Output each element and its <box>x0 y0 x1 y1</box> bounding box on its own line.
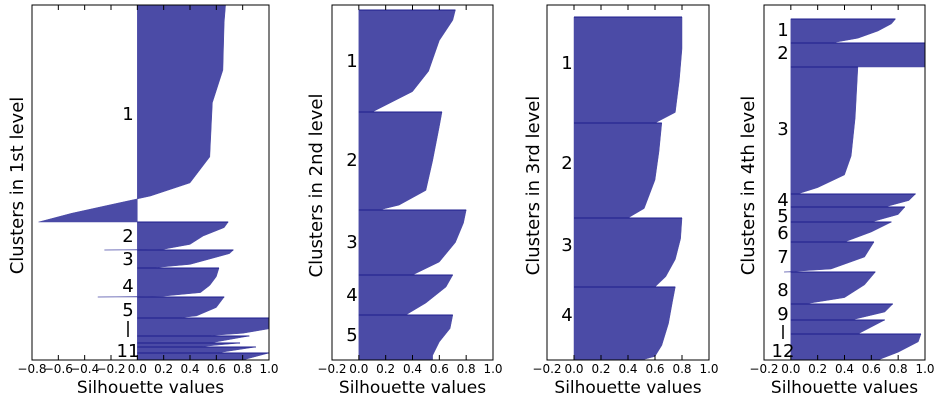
x-tick-label: 0.0 <box>781 362 800 376</box>
cluster-label: 4 <box>561 305 572 326</box>
x-tick-label: 0.6 <box>862 362 881 376</box>
y-axis-label: Clusters in 1st level <box>7 97 28 275</box>
x-tick-label: 0.4 <box>618 362 637 376</box>
x-tick-label: 0.2 <box>154 362 173 376</box>
cluster-label: 1 <box>561 53 572 74</box>
chart-panel-2: 1 2 3 4 5 −0.2 0.0 0.2 0.4 0.6 0.8 1.0 Silhouette va… <box>306 4 503 398</box>
cluster-label: 1 <box>346 51 357 72</box>
cluster-3-silhouette <box>573 217 683 288</box>
x-tick-label: 0.0 <box>128 362 147 376</box>
cluster-label: 3 <box>346 232 357 253</box>
x-tick-label: −0.4 <box>70 362 99 376</box>
x-tick-label: 0.4 <box>180 362 199 376</box>
cluster-label: 4 <box>122 276 133 297</box>
x-tick-label: 0.4 <box>403 362 422 376</box>
cluster-label: 3 <box>561 235 572 256</box>
cluster-label: 5 <box>346 325 357 346</box>
x-tick-label: 0.2 <box>591 362 610 376</box>
x-tick-label: −0.2 <box>96 362 125 376</box>
x-axis-label: Silhouette values <box>771 378 918 398</box>
cluster-label: 5 <box>777 206 788 227</box>
y-axis-label: Clusters in 2nd level <box>306 94 327 278</box>
x-tick-label: 0.0 <box>564 362 583 376</box>
cluster-label: 1 <box>122 104 133 125</box>
cluster-2-silhouette <box>790 42 926 68</box>
x-tick-label: −0.2 <box>317 362 346 376</box>
x-tick-label: 0.0 <box>349 362 368 376</box>
cluster-label: 4 <box>777 190 788 211</box>
x-axis-label: Silhouette values <box>339 378 486 398</box>
x-tick-label: −0.2 <box>532 362 561 376</box>
x-tick-label: −0.2 <box>749 362 778 376</box>
cluster-1-silhouette <box>38 4 226 223</box>
x-tick-label: 0.8 <box>672 362 691 376</box>
x-tick-label: 1.0 <box>259 362 278 376</box>
x-tick-label: 1.0 <box>915 362 934 376</box>
y-axis-label: Clusters in 3rd level <box>523 96 544 276</box>
chart-panel-3: 1 2 3 4 −0.2 0.0 0.2 0.4 0.6 0.8 1.0 Silhouette val… <box>523 4 719 398</box>
cluster-2-silhouette <box>104 221 229 251</box>
x-tick-label: 0.8 <box>233 362 252 376</box>
x-axis-label: Silhouette values <box>554 378 701 398</box>
y-axis-label: Clusters in 4th level <box>738 96 759 276</box>
cluster-label: 3 <box>122 249 133 270</box>
x-axis-label: Silhouette values <box>77 378 224 398</box>
x-tick-label: −0.6 <box>44 362 73 376</box>
cluster-label: 3 <box>777 119 788 140</box>
cluster-label: 6 <box>777 223 788 244</box>
x-tick-label: 0.6 <box>207 362 226 376</box>
plot-frame <box>31 4 270 361</box>
x-tick-label: 0.2 <box>376 362 395 376</box>
cluster-4-silhouette <box>97 267 220 298</box>
x-tick-label: 0.8 <box>889 362 908 376</box>
cluster-label: 2 <box>346 150 357 171</box>
x-tick-label: 1.0 <box>483 362 502 376</box>
x-tick-label: 1.0 <box>699 362 718 376</box>
cluster-label: 7 <box>777 247 788 268</box>
x-tick-label: −0.8 <box>17 362 46 376</box>
cluster-label: 2 <box>777 43 788 64</box>
cluster-label: 12 <box>772 341 795 362</box>
cluster-1-silhouette <box>573 16 683 124</box>
cluster-label: 8 <box>777 280 788 301</box>
x-tick-label: 0.4 <box>835 362 854 376</box>
x-tick-label: 0.6 <box>430 362 449 376</box>
cluster-label: 2 <box>122 226 133 247</box>
cluster-label: 1 <box>777 20 788 41</box>
x-tick-label: 0.6 <box>645 362 664 376</box>
x-tick-label: 0.2 <box>808 362 827 376</box>
cluster-label: 11 <box>117 341 140 362</box>
cluster-label: 9 <box>777 304 788 325</box>
cluster-label: 5 <box>122 300 133 321</box>
cluster-label: 4 <box>346 285 357 306</box>
cluster-label: 2 <box>561 153 572 174</box>
x-tick-label: 0.8 <box>457 362 476 376</box>
